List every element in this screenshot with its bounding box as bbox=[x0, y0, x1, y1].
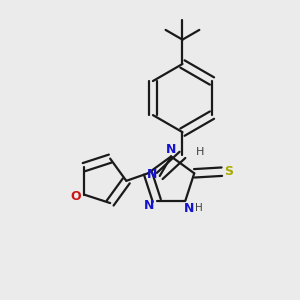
Text: N: N bbox=[143, 199, 154, 212]
Text: N: N bbox=[184, 202, 194, 215]
Text: N: N bbox=[146, 168, 157, 181]
Text: S: S bbox=[224, 165, 233, 178]
Text: H: H bbox=[196, 147, 205, 157]
Text: O: O bbox=[70, 190, 81, 203]
Text: N: N bbox=[166, 143, 176, 156]
Text: H: H bbox=[195, 203, 203, 213]
